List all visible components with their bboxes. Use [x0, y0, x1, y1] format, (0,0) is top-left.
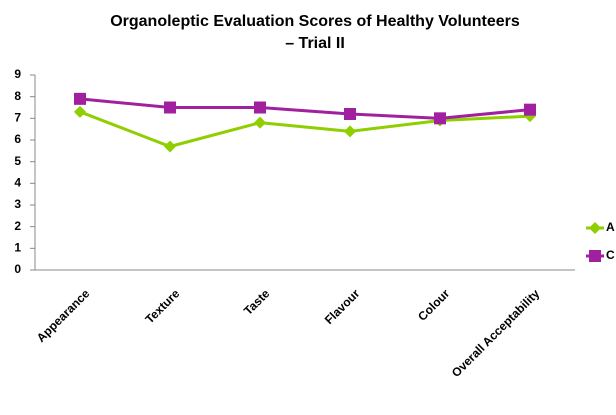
x-tick-label: Flavour — [322, 286, 363, 327]
x-tick-label: Texture — [142, 286, 182, 326]
y-tick-label: 1 — [14, 241, 21, 255]
marker — [589, 250, 601, 262]
marker — [589, 222, 601, 234]
marker — [434, 112, 446, 125]
x-tick-label: Taste — [241, 286, 273, 318]
y-tick-label: 2 — [14, 219, 21, 233]
series-line — [79, 97, 531, 120]
y-tick-label: 0 — [14, 262, 21, 276]
chart-title: Organoleptic Evaluation Scores of Health… — [110, 13, 520, 30]
y-tick-label: 4 — [14, 176, 21, 190]
series-line — [79, 110, 531, 149]
legend-label: C — [606, 248, 615, 262]
legend-label: A — [606, 220, 615, 234]
x-tick-label: Appearance — [34, 286, 93, 345]
marker — [254, 116, 266, 129]
marker — [344, 108, 356, 120]
y-tick-label: 9 — [14, 67, 21, 81]
marker — [524, 103, 536, 116]
y-tick-label: 8 — [14, 89, 21, 103]
marker — [164, 140, 176, 153]
x-tick-label: Colour — [415, 286, 452, 323]
y-tick-label: 6 — [14, 132, 21, 146]
marker — [344, 125, 356, 138]
y-tick-label: 5 — [14, 154, 21, 168]
marker — [74, 105, 86, 118]
y-tick-label: 7 — [14, 111, 21, 125]
marker — [164, 101, 176, 114]
marker — [74, 92, 86, 105]
marker — [254, 101, 266, 114]
chart-title: – Trial II — [285, 35, 345, 52]
y-tick-label: 3 — [14, 197, 21, 211]
x-tick-label: Overall Acceptability — [449, 286, 543, 380]
